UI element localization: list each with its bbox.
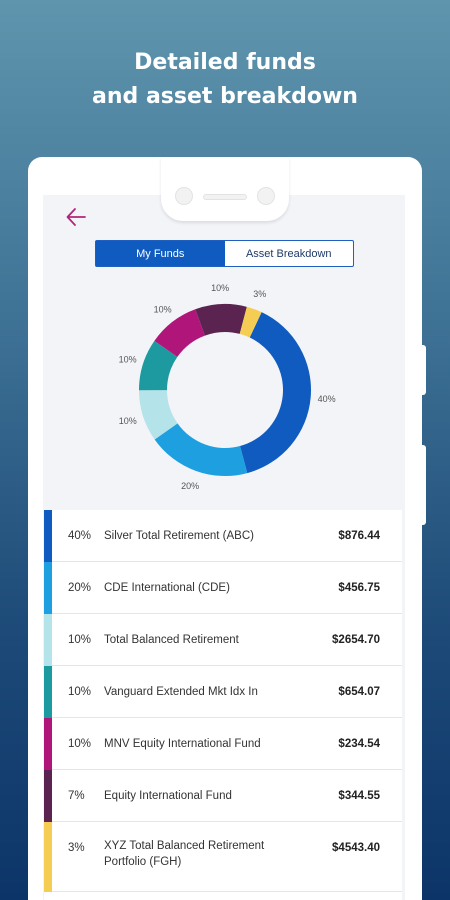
fund-color-bar xyxy=(44,822,52,892)
donut-slice xyxy=(240,312,311,474)
fund-amount: $456.75 xyxy=(338,582,380,594)
phone-side-button xyxy=(420,345,426,395)
fund-color-bar xyxy=(44,666,52,718)
funds-list: 40% Silver Total Retirement (ABC) $876.44 2… xyxy=(44,510,402,900)
donut-slice-label: 10% xyxy=(154,304,172,314)
fund-color-bar xyxy=(44,770,52,822)
headline: Detailed funds and asset breakdown xyxy=(0,46,450,114)
fund-row[interactable]: 20% CDE International (CDE) $456.75 xyxy=(44,562,402,614)
fund-row[interactable]: 10% Vanguard Extended Mkt Idx In $654.07 xyxy=(44,666,402,718)
phone-side-button xyxy=(420,445,426,525)
headline-line-2: and asset breakdown xyxy=(92,84,358,109)
headline-line-1: Detailed funds xyxy=(134,50,316,75)
tab-asset-breakdown[interactable]: Asset Breakdown xyxy=(245,247,332,260)
donut-slice xyxy=(154,309,205,357)
fund-amount: $344.55 xyxy=(338,790,380,802)
fund-amount: $2654.70 xyxy=(332,634,380,646)
tab-my-funds[interactable]: My Funds xyxy=(96,241,225,266)
fund-name: CDE International (CDE) xyxy=(104,582,230,594)
sensor-icon xyxy=(257,187,275,205)
fund-row[interactable]: 40% Silver Total Retirement (ABC) $876.44 xyxy=(44,510,402,562)
phone-notch xyxy=(161,157,289,221)
donut-slice-label: 20% xyxy=(181,481,199,491)
fund-amount: $4543.40 xyxy=(332,842,380,854)
fund-name: Vanguard Extended Mkt Idx In xyxy=(104,686,258,698)
donut-slice xyxy=(154,423,248,476)
fund-name: MNV Equity International Fund xyxy=(104,738,261,750)
donut-slice xyxy=(239,306,262,338)
fund-amount: $654.07 xyxy=(338,686,380,698)
fund-name: Silver Total Retirement (ABC) xyxy=(104,530,254,542)
camera-icon xyxy=(175,187,193,205)
speaker-icon xyxy=(203,194,247,200)
donut-slice-label: 10% xyxy=(119,416,137,426)
fund-color-bar xyxy=(44,510,52,562)
fund-row[interactable]: 10% Total Balanced Retirement $2654.70 xyxy=(44,614,402,666)
fund-percent: 40% xyxy=(68,530,92,542)
fund-row[interactable]: 10% MNV Equity International Fund $234.54 xyxy=(44,718,402,770)
fund-percent: 10% xyxy=(68,738,92,750)
fund-amount: $876.44 xyxy=(338,530,380,542)
back-arrow-icon[interactable] xyxy=(65,206,87,228)
donut-slice xyxy=(195,304,247,336)
fund-name: Equity International Fund xyxy=(104,790,232,802)
donut-slice-label: 3% xyxy=(253,289,266,299)
donut-slice-label: 10% xyxy=(119,355,137,365)
fund-name: Total Balanced Retirement xyxy=(104,634,239,646)
fund-color-bar xyxy=(44,562,52,614)
fund-percent: 10% xyxy=(68,686,92,698)
fund-name: XYZ Total Balanced Retirement Portfolio … xyxy=(104,840,265,868)
fund-row[interactable]: 7% Equity International Fund $344.55 xyxy=(44,770,402,822)
donut-chart: 40% 20% 10% 10% 10% 10% 3% xyxy=(119,283,336,491)
fund-percent: 20% xyxy=(68,582,92,594)
view-toggle: My Funds Asset Breakdown xyxy=(95,240,354,267)
donut-slice-label: 10% xyxy=(211,283,229,293)
fund-percent: 10% xyxy=(68,634,92,646)
donut-slice-label: 40% xyxy=(318,394,336,404)
donut-slice xyxy=(139,390,178,440)
fund-color-bar xyxy=(44,614,52,666)
fund-amount: $234.54 xyxy=(338,738,380,750)
fund-percent: 7% xyxy=(68,790,85,802)
fund-color-bar xyxy=(44,718,52,770)
donut-slice xyxy=(139,340,178,391)
fund-percent: 3% xyxy=(68,842,85,854)
fund-row[interactable]: 3% XYZ Total Balanced Retirement Portfoli… xyxy=(44,822,402,892)
